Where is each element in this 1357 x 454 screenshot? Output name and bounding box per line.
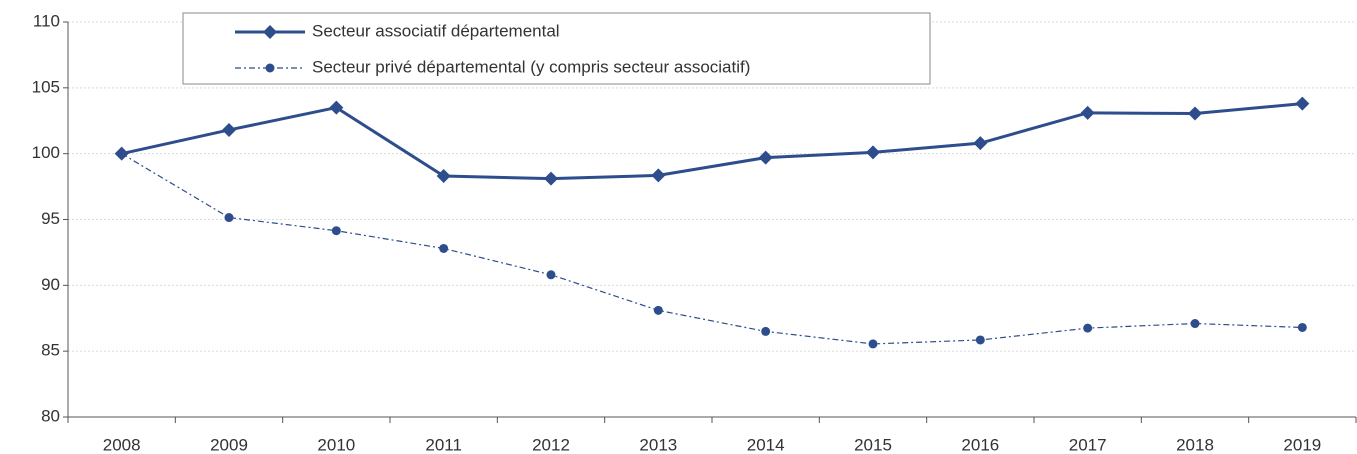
point — [222, 122, 236, 137]
x-tick-label: 2013 — [639, 435, 677, 454]
x-tick-label: 2019 — [1283, 435, 1321, 454]
point — [329, 100, 344, 115]
point — [973, 136, 988, 151]
x-tick-label: 2010 — [317, 435, 355, 454]
point — [761, 326, 771, 336]
x-tick-label: 2015 — [854, 435, 892, 454]
x-tick-label: 2017 — [1069, 435, 1107, 454]
y-tick-label: 85 — [41, 341, 60, 360]
point — [331, 226, 341, 236]
point — [651, 168, 666, 183]
point — [758, 150, 773, 165]
y-tick-label: 90 — [41, 275, 60, 294]
legend-label: Secteur associatif départemental — [312, 21, 560, 40]
x-tick-label: 2014 — [747, 435, 785, 454]
point — [117, 149, 127, 159]
legend-box — [182, 12, 931, 85]
point — [868, 339, 878, 349]
x-tick-label: 2009 — [210, 435, 248, 454]
point — [224, 213, 234, 223]
y-tick-label: 100 — [32, 143, 60, 162]
point — [653, 305, 663, 315]
legend-marker — [265, 63, 275, 73]
point — [546, 270, 556, 280]
x-tick-label: 2016 — [961, 435, 999, 454]
point — [1080, 105, 1095, 120]
x-tick-label: 2008 — [103, 435, 141, 454]
point — [866, 145, 880, 160]
point — [1190, 319, 1200, 329]
point — [1297, 322, 1307, 332]
legend-marker — [263, 25, 277, 39]
y-tick-label: 110 — [33, 11, 60, 30]
point — [436, 169, 451, 184]
y-tick-label: 95 — [41, 209, 60, 228]
x-tick-label: 2018 — [1176, 435, 1214, 454]
x-tick-label: 2011 — [425, 435, 462, 454]
point — [544, 171, 558, 186]
series-line — [121, 102, 1303, 181]
series-line — [121, 153, 1303, 345]
point — [1188, 106, 1202, 121]
point — [1083, 323, 1093, 333]
point — [975, 335, 985, 345]
point — [439, 243, 449, 253]
y-tick-label: 105 — [32, 77, 60, 96]
point — [1295, 96, 1310, 111]
legend-label: Secteur privé départemental (y compris s… — [312, 57, 750, 76]
x-tick-label: 2012 — [532, 435, 570, 454]
y-tick-label: 80 — [41, 406, 60, 425]
